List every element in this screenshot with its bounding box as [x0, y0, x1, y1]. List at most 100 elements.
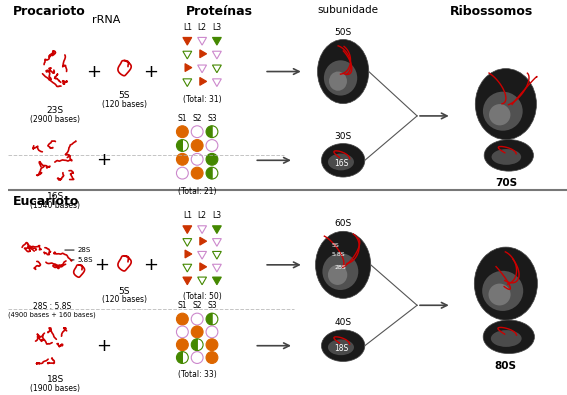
Ellipse shape — [491, 330, 522, 347]
Text: L3: L3 — [212, 211, 222, 220]
Ellipse shape — [328, 339, 354, 355]
Text: 5.8S: 5.8S — [331, 252, 345, 258]
Ellipse shape — [321, 330, 365, 361]
Circle shape — [191, 326, 203, 338]
Ellipse shape — [489, 284, 511, 305]
Text: 80S: 80S — [495, 361, 517, 371]
Wedge shape — [176, 139, 183, 151]
Ellipse shape — [318, 40, 369, 103]
Text: (Total: 50): (Total: 50) — [183, 292, 222, 301]
Text: 28S : 5.8S: 28S : 5.8S — [33, 302, 71, 311]
Text: L2: L2 — [197, 23, 206, 32]
Circle shape — [206, 352, 218, 363]
Text: (Total: 21): (Total: 21) — [178, 187, 217, 196]
Ellipse shape — [328, 154, 354, 170]
Circle shape — [176, 126, 188, 137]
Ellipse shape — [492, 149, 521, 165]
Text: 28S: 28S — [335, 265, 346, 270]
Text: (2900 bases): (2900 bases) — [30, 115, 80, 124]
Ellipse shape — [489, 104, 510, 125]
Text: 23S: 23S — [46, 106, 64, 115]
Wedge shape — [206, 167, 212, 179]
Ellipse shape — [483, 320, 535, 354]
Ellipse shape — [483, 92, 523, 131]
Text: 60S: 60S — [335, 219, 352, 228]
Circle shape — [176, 313, 188, 325]
Polygon shape — [213, 38, 221, 45]
Text: S2: S2 — [192, 114, 202, 123]
Polygon shape — [213, 277, 221, 285]
Text: (Total: 31): (Total: 31) — [183, 95, 221, 104]
Text: subunidade: subunidade — [318, 6, 379, 15]
Text: +: + — [86, 62, 101, 81]
Polygon shape — [183, 226, 192, 233]
Wedge shape — [206, 313, 212, 325]
Polygon shape — [183, 277, 192, 285]
Ellipse shape — [474, 247, 538, 320]
Text: S2: S2 — [192, 301, 202, 310]
Text: (4900 bases + 160 bases): (4900 bases + 160 bases) — [9, 311, 96, 318]
Text: (Total: 33): (Total: 33) — [178, 371, 217, 379]
Text: (120 bases): (120 bases) — [101, 295, 147, 305]
Text: 28S: 28S — [78, 247, 91, 253]
Text: 5S: 5S — [119, 286, 130, 295]
Text: 16S: 16S — [46, 192, 64, 201]
Polygon shape — [200, 50, 206, 58]
Text: L1: L1 — [183, 211, 192, 220]
Ellipse shape — [324, 60, 357, 96]
Text: (1540 bases): (1540 bases) — [30, 201, 80, 210]
Ellipse shape — [329, 71, 347, 91]
Text: +: + — [96, 337, 111, 355]
Polygon shape — [185, 64, 192, 71]
Ellipse shape — [315, 231, 371, 298]
Circle shape — [191, 139, 203, 151]
Text: Proteínas: Proteínas — [187, 6, 253, 19]
Text: 5S: 5S — [331, 243, 339, 248]
Text: 16S: 16S — [334, 159, 348, 168]
Text: 18S: 18S — [46, 375, 64, 384]
Text: S1: S1 — [177, 301, 187, 310]
Text: (1900 bases): (1900 bases) — [30, 384, 80, 393]
Polygon shape — [213, 226, 221, 233]
Text: S3: S3 — [207, 301, 217, 310]
Text: S3: S3 — [207, 114, 217, 123]
Wedge shape — [206, 126, 212, 137]
Text: +: + — [96, 151, 111, 169]
Text: (120 bases): (120 bases) — [101, 100, 147, 109]
Circle shape — [176, 153, 188, 165]
Polygon shape — [200, 237, 206, 245]
Text: 30S: 30S — [335, 132, 352, 141]
Ellipse shape — [328, 265, 347, 285]
Polygon shape — [185, 250, 192, 258]
Text: rRNA: rRNA — [92, 15, 121, 25]
Polygon shape — [183, 38, 192, 45]
Text: +: + — [94, 256, 109, 274]
Text: Procarioto: Procarioto — [12, 6, 86, 19]
Text: L2: L2 — [197, 211, 206, 220]
Text: 5S: 5S — [119, 91, 130, 100]
Circle shape — [191, 167, 203, 179]
Ellipse shape — [321, 143, 365, 177]
Wedge shape — [176, 352, 183, 363]
Text: +: + — [143, 62, 158, 81]
Text: 50S: 50S — [335, 28, 352, 36]
Wedge shape — [191, 339, 197, 351]
Ellipse shape — [484, 139, 534, 171]
Text: 18S: 18S — [334, 344, 348, 354]
Circle shape — [206, 339, 218, 351]
Text: S1: S1 — [177, 114, 187, 123]
Text: 40S: 40S — [335, 318, 352, 327]
Ellipse shape — [323, 253, 358, 290]
Text: L1: L1 — [183, 23, 192, 32]
Text: 70S: 70S — [495, 178, 517, 188]
Ellipse shape — [475, 69, 536, 139]
Text: +: + — [143, 256, 158, 274]
Text: Ribossomos: Ribossomos — [450, 6, 532, 19]
Polygon shape — [200, 263, 206, 271]
Text: 5.8S: 5.8S — [78, 257, 94, 263]
Ellipse shape — [482, 271, 523, 311]
Text: L3: L3 — [212, 23, 222, 32]
Polygon shape — [200, 77, 206, 85]
Text: Eucarioto: Eucarioto — [12, 195, 79, 208]
Circle shape — [176, 339, 188, 351]
